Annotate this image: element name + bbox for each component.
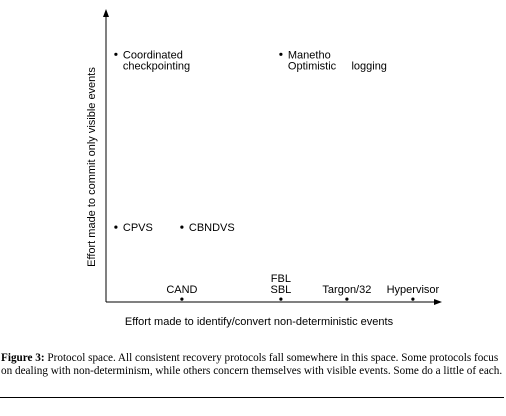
protocol-point-label: Optimistic logging bbox=[288, 60, 387, 72]
protocol-point-marker bbox=[411, 297, 415, 301]
caption-text: Protocol space. All consistent recovery … bbox=[1, 352, 503, 377]
protocol-point-label: checkpointing bbox=[123, 60, 190, 72]
protocol-point-marker bbox=[180, 297, 184, 301]
protocol-point-label: Manetho bbox=[288, 49, 331, 61]
protocol-point-label: CBNDVS bbox=[189, 222, 235, 234]
protocol-point-label: FBL bbox=[271, 273, 291, 285]
protocol-point-marker bbox=[279, 297, 283, 301]
y-axis-label: Effort made to commit only visible event… bbox=[86, 67, 98, 267]
protocol-point-marker bbox=[180, 225, 184, 229]
protocol-point-label: Coordinated bbox=[123, 49, 183, 61]
protocol-point-label: SBL bbox=[271, 284, 292, 296]
protocol-point-marker bbox=[114, 225, 118, 229]
protocol-space-figure: Effort made to commit only visible event… bbox=[86, 9, 442, 328]
protocol-point-marker bbox=[345, 297, 349, 301]
protocol-point-label: Hypervisor bbox=[387, 284, 440, 296]
axes bbox=[105, 14, 436, 303]
x-axis-arrow bbox=[434, 299, 442, 305]
protocol-point-marker bbox=[279, 52, 283, 56]
figure-caption: Figure 3: Protocol space. All consistent… bbox=[1, 352, 505, 378]
y-axis-arrow bbox=[103, 9, 109, 17]
protocol-point-label: CPVS bbox=[123, 222, 153, 234]
x-axis-label: Effort made to identify/convert non-dete… bbox=[125, 316, 394, 328]
bottom-rule bbox=[0, 397, 504, 398]
protocol-point-label: Targon/32 bbox=[322, 284, 371, 296]
protocol-point-label: CAND bbox=[166, 284, 197, 296]
protocol-point-marker bbox=[114, 52, 118, 56]
caption-label: Figure 3: bbox=[1, 352, 45, 364]
